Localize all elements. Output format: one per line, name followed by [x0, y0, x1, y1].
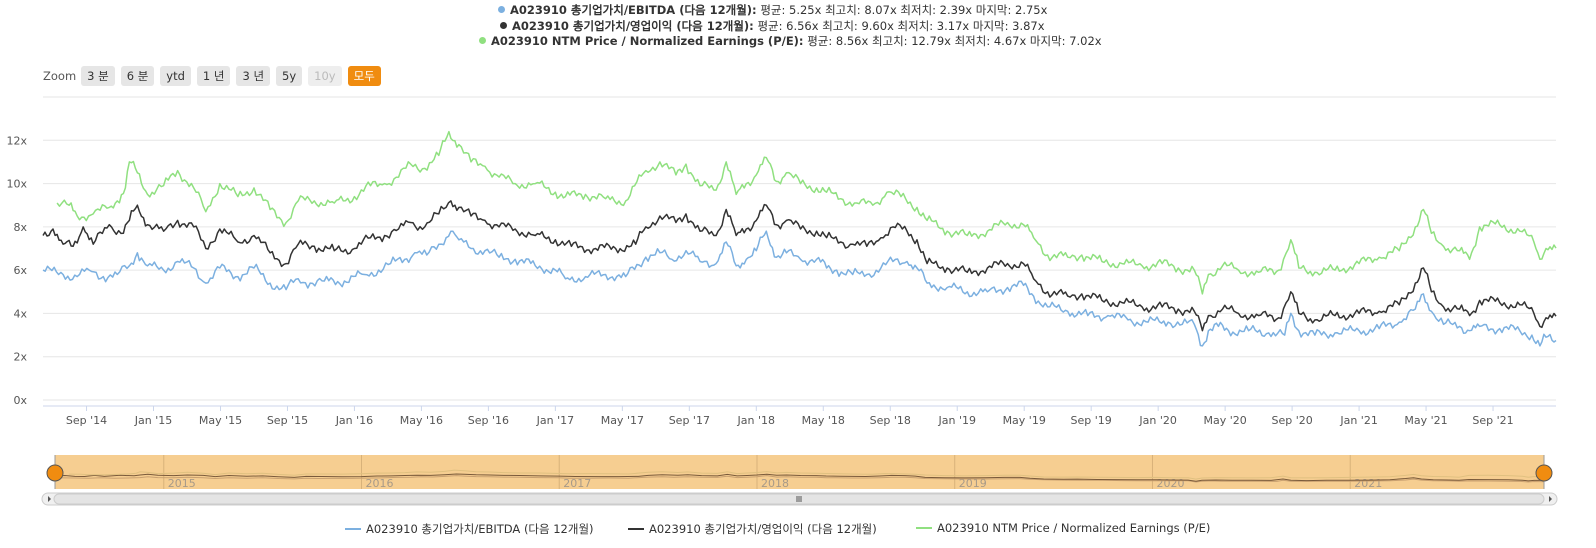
x-tick-label: May '18 — [802, 414, 845, 427]
navigator-year-label: 2020 — [1156, 477, 1184, 490]
x-tick-label: May '16 — [400, 414, 443, 427]
series-name: A023910 총기업가치/영업이익 (다음 12개월): — [512, 18, 754, 33]
y-axis-labels: 0x 2x 4x 6x 8x 10x 12x — [6, 134, 27, 407]
legend-line-icon — [628, 528, 644, 530]
navigator: 2015 2016 2017 2018 2019 2020 2021 — [41, 455, 1558, 506]
x-tick-label: May '15 — [199, 414, 242, 427]
legend-item-pe[interactable]: A023910 NTM Price / Normalized Earnings … — [916, 521, 1210, 535]
navigator-year-label: 2019 — [959, 477, 987, 490]
series-line-0 — [42, 230, 1557, 347]
zoom-button-3m[interactable]: 3 분 — [81, 66, 115, 86]
zoom-button-5y[interactable]: 5y — [276, 66, 303, 86]
x-tick-label: Sep '14 — [66, 414, 107, 427]
navigator-series-line — [68, 469, 1544, 480]
series-dot-icon — [498, 6, 505, 13]
x-tick-label: Sep '19 — [1071, 414, 1112, 427]
y-tick-label: 4x — [13, 307, 27, 320]
x-tick-label: Jan '19 — [937, 414, 975, 427]
legend-label: A023910 NTM Price / Normalized Earnings … — [937, 521, 1211, 535]
navigator-year-label: 2021 — [1354, 477, 1382, 490]
y-tick-label: 0x — [13, 394, 27, 407]
legend-line-icon — [916, 527, 932, 529]
x-tick-label: Jan '18 — [737, 414, 775, 427]
stats-row-pe: A023910 NTM Price / Normalized Earnings … — [479, 34, 1102, 50]
x-tick-label: May '21 — [1404, 414, 1447, 427]
x-tick-label: May '19 — [1003, 414, 1046, 427]
x-tick-label: Jan '16 — [335, 414, 373, 427]
x-tick-label: Sep '20 — [1271, 414, 1312, 427]
x-tick-label: Sep '21 — [1472, 414, 1513, 427]
y-tick-label: 6x — [13, 264, 27, 277]
series-name: A023910 총기업가치/EBITDA (다음 12개월): — [510, 3, 757, 17]
navigator-right-handle[interactable] — [1535, 464, 1553, 482]
stats-row-ev-ebitda: A023910 총기업가치/EBITDA (다음 12개월): 평균: 5.25… — [498, 3, 1047, 19]
navigator-series-line — [54, 473, 1544, 482]
scroll-left-arrow-icon[interactable] — [48, 496, 51, 502]
y-tick-label: 12x — [6, 134, 27, 147]
x-tick-label: Jan '15 — [134, 414, 172, 427]
navigator-year-label: 2018 — [761, 477, 789, 490]
gridlines — [43, 96, 1556, 407]
y-tick-label: 8x — [13, 221, 27, 234]
zoom-range-selector: Zoom 3 분 6 분 ytd 1 년 3 년 5y 10y 모두 — [43, 65, 387, 87]
series-name: A023910 NTM Price / Normalized Earnings … — [491, 34, 804, 48]
series-line-2 — [56, 130, 1557, 295]
legend-item-ev-ebit[interactable]: A023910 총기업가치/영업이익 (다음 12개월) — [628, 521, 877, 537]
x-tick-label: Sep '17 — [669, 414, 710, 427]
navigator-series-line — [54, 475, 1545, 483]
legend-line-icon — [345, 528, 361, 530]
zoom-button-1y[interactable]: 1 년 — [196, 66, 231, 86]
x-tick-label: May '20 — [1204, 414, 1247, 427]
x-axis-labels: Sep '14 Jan '15 May '15 Sep '15 Jan '16 May '… — [66, 406, 1514, 427]
navigator-year-label: 2016 — [366, 477, 394, 490]
y-tick-label: 10x — [6, 178, 27, 191]
zoom-button-ytd[interactable]: ytd — [160, 66, 191, 86]
navigator-selected-range — [55, 455, 1544, 489]
series-stats: 평균: 8.56x 최고치: 12.79x 최저치: 4.67x 마지막: 7.… — [807, 34, 1102, 48]
x-tick-label: Sep '16 — [468, 414, 509, 427]
x-tick-label: Jan '21 — [1339, 414, 1377, 427]
legend-label: A023910 총기업가치/EBITDA (다음 12개월) — [366, 522, 594, 536]
scroll-right-arrow-icon[interactable] — [1549, 496, 1552, 502]
legend-label: A023910 총기업가치/영업이익 (다음 12개월) — [649, 522, 877, 536]
zoom-label: Zoom — [43, 69, 77, 83]
x-tick-label: May '17 — [601, 414, 644, 427]
zoom-button-6m[interactable]: 6 분 — [120, 66, 155, 86]
series-dot-icon — [479, 37, 486, 44]
x-tick-label: Jan '17 — [536, 414, 574, 427]
x-tick-label: Jan '20 — [1138, 414, 1176, 427]
zoom-button-all[interactable]: 모두 — [347, 66, 381, 86]
series-line-1 — [42, 200, 1557, 332]
navigator-year-label: 2017 — [563, 477, 591, 490]
y-tick-label: 2x — [13, 351, 27, 364]
legend-item-ev-ebitda[interactable]: A023910 총기업가치/EBITDA (다음 12개월) — [345, 521, 594, 537]
series-stats: 평균: 6.56x 최고치: 9.60x 최저치: 3.17x 마지막: 3.8… — [757, 18, 1045, 33]
zoom-button-10y: 10y — [308, 66, 342, 86]
zoom-button-3y[interactable]: 3 년 — [236, 66, 271, 86]
series-dot-icon — [500, 21, 507, 29]
navigator-left-handle[interactable] — [46, 464, 64, 482]
x-tick-label: Sep '18 — [870, 414, 911, 427]
stats-row-ev-ebit: A023910 총기업가치/영업이익 (다음 12개월): 평균: 6.56x … — [500, 19, 1045, 35]
x-tick-label: Sep '15 — [267, 414, 308, 427]
series-lines — [42, 130, 1557, 347]
navigator-year-label: 2015 — [168, 477, 196, 490]
series-stats: 평균: 5.25x 최고치: 8.07x 최저치: 2.39x 마지막: 2.7… — [760, 3, 1048, 17]
